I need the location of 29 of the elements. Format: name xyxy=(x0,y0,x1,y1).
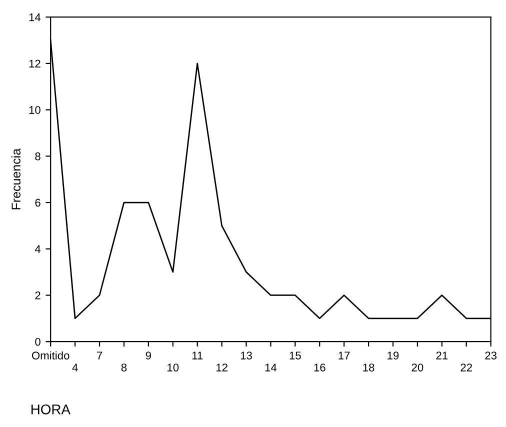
x-tick-label: 12 xyxy=(216,364,228,372)
x-tick-label: Omitido xyxy=(32,351,70,360)
x-tick-label: 23 xyxy=(485,352,497,360)
y-tick-label: 12 xyxy=(29,60,40,68)
x-tick-label: 14 xyxy=(265,364,277,372)
x-tick-label: 21 xyxy=(436,352,448,360)
x-tick-label: 15 xyxy=(290,352,301,360)
x-tick-label: 10 xyxy=(168,364,179,372)
y-tick-label: 2 xyxy=(35,292,40,300)
x-tick-label: 11 xyxy=(192,352,203,360)
x-axis-title: HORA xyxy=(32,404,70,414)
x-tick-label: 7 xyxy=(96,352,102,360)
x-tick-label: 13 xyxy=(240,352,252,360)
x-tick-label: 20 xyxy=(412,364,424,372)
y-tick-label: 4 xyxy=(34,245,41,253)
x-tick-label: 4 xyxy=(72,364,78,372)
x-tick-label: 16 xyxy=(314,364,326,372)
y-tick-label: 6 xyxy=(35,198,40,207)
y-tick-label: 14 xyxy=(29,13,41,22)
y-tick-label: 8 xyxy=(35,152,40,160)
x-tick-label: 9 xyxy=(146,352,151,360)
x-tick-label: 19 xyxy=(388,352,399,360)
x-tick-label: 17 xyxy=(338,352,350,360)
y-tick-label: 0 xyxy=(35,338,40,346)
x-tick-label: 18 xyxy=(363,364,374,372)
x-tick-label: 8 xyxy=(121,364,127,372)
x-tick-label: 22 xyxy=(460,364,472,372)
y-axis-title: Frecuencia xyxy=(11,148,20,210)
y-tick-label: 10 xyxy=(29,106,40,114)
